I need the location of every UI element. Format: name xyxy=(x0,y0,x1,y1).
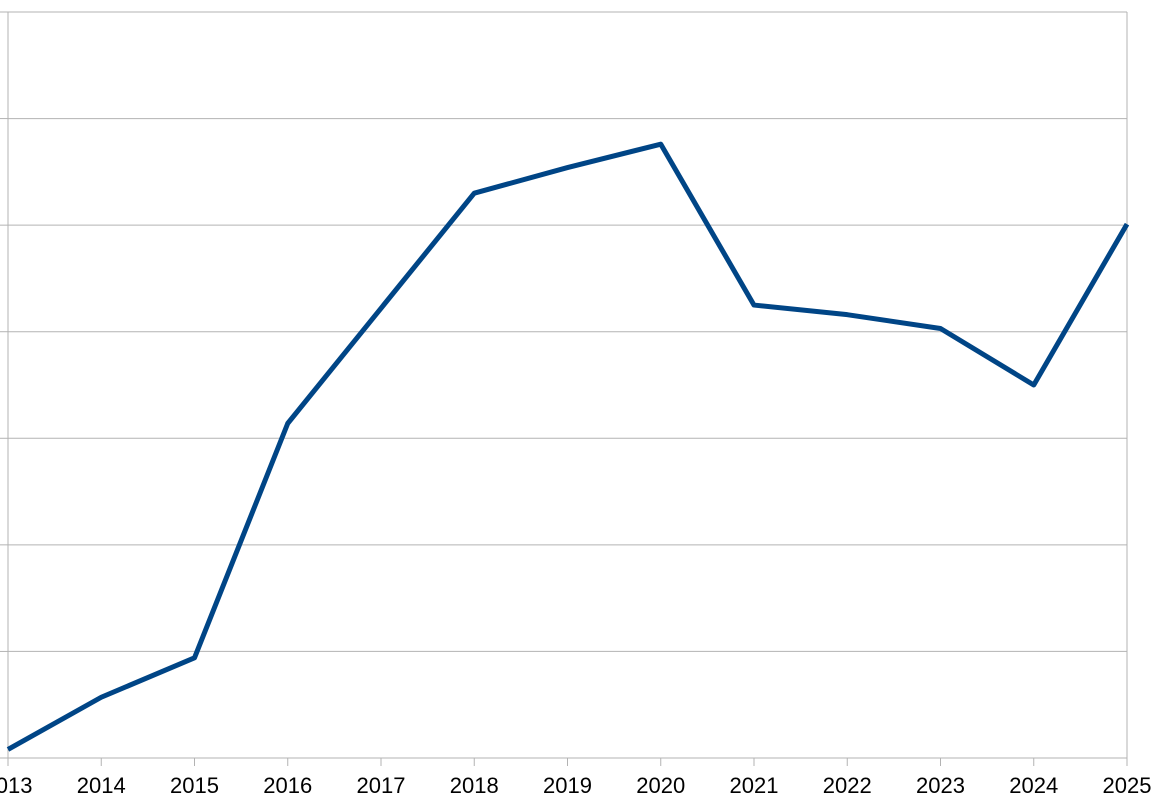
line-series xyxy=(6,141,1130,752)
x-tick-label: 2024 xyxy=(1009,773,1058,798)
x-tick-label: 2017 xyxy=(357,773,406,798)
x-tick-label: 2015 xyxy=(170,773,219,798)
x-tick-label: 2021 xyxy=(730,773,779,798)
x-tick-label: 2020 xyxy=(636,773,685,798)
x-tick-label: 2023 xyxy=(916,773,965,798)
x-tick-label: 2018 xyxy=(450,773,499,798)
x-tick-label: 2022 xyxy=(823,773,872,798)
x-tick-label: 2019 xyxy=(543,773,592,798)
x-tick-label: 2014 xyxy=(77,773,126,798)
x-tick-label: 2025 xyxy=(1103,773,1152,798)
x-tick-label: 2013 xyxy=(0,773,32,798)
x-tick-label: 2016 xyxy=(263,773,312,798)
